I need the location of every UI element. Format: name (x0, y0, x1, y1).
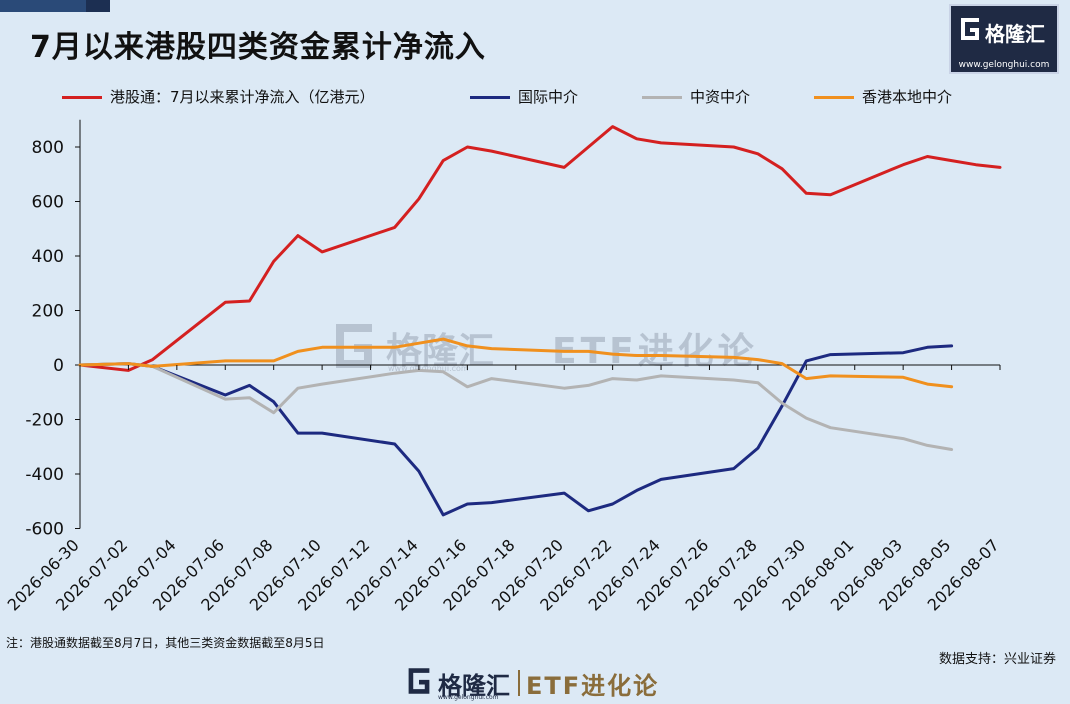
x-tick-labels: 2026-06-302026-07-022026-07-042026-07-06… (4, 365, 1003, 615)
y-tick-label: -200 (25, 411, 64, 431)
series-line-2 (78, 362, 954, 451)
brand-name: 格隆汇 (985, 22, 1045, 46)
chart-series (78, 125, 1002, 517)
series-line-0 (78, 125, 1002, 372)
series-line-1 (78, 344, 954, 517)
footer-brand: 格隆汇 (438, 672, 510, 700)
top-accent-bar-dark (86, 0, 110, 12)
watermark-url: www.gelonghui.com (388, 364, 469, 373)
series-line-3 (78, 337, 954, 389)
brand-g-icon (961, 18, 979, 40)
legend-label: 国际中介 (518, 88, 579, 106)
y-tick-label: 600 (32, 193, 64, 213)
footnote: 注：港股通数据截至8月7日，其他三类资金数据截至8月5日 (6, 636, 325, 650)
legend-swatch-hk-local-broker (814, 96, 854, 99)
y-tick-label: 800 (32, 138, 64, 158)
data-source: 数据支持：兴业证券 (938, 652, 1056, 667)
legend-swatch-hk-connect (62, 96, 102, 99)
footer-etf: ETF进化论 (526, 672, 660, 700)
legend-swatch-cn-broker (642, 96, 682, 99)
footer-g-icon (408, 668, 430, 694)
chart-title: 7月以来港股四类资金累计净流入 (30, 30, 486, 65)
y-tick-label: 200 (32, 302, 64, 322)
brand-logo[interactable]: 格隆汇 www.gelonghui.com (949, 4, 1059, 74)
legend-label: 香港本地中介 (862, 88, 953, 106)
footer-divider (518, 670, 520, 696)
y-tick-label: 400 (32, 247, 64, 267)
brand-url: www.gelonghui.com (958, 60, 1050, 70)
footer-logo[interactable]: 格隆汇 ETF进化论 www.gelonghui.com (402, 664, 692, 701)
y-tick-label: 0 (53, 356, 64, 376)
y-tick-label: -600 (25, 520, 64, 540)
legend-label: 中资中介 (690, 88, 751, 106)
top-accent-bar (0, 0, 110, 12)
y-tick-label: -400 (25, 465, 64, 485)
legend-swatch-intl-broker (470, 96, 510, 99)
line-chart: -600 -400 -200 0 200 400 600 800 2026-06-302026… (4, 119, 1003, 615)
footer-url: www.gelonghui.com (438, 694, 499, 701)
legend-label: 港股通：7月以来累计净流入（亿港元） (110, 88, 375, 106)
chart-axes: -600 -400 -200 0 200 400 600 800 (25, 119, 1000, 540)
